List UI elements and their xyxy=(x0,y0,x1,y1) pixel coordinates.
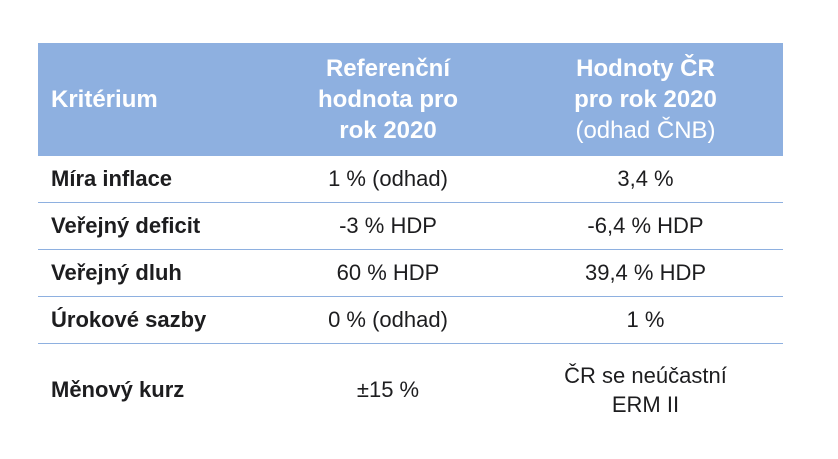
criterion-cell: Míra inflace xyxy=(51,166,173,191)
value-cell-line2: ERM II xyxy=(611,392,680,417)
header-criterion: Kritérium xyxy=(51,86,158,113)
criterion-cell: Úrokové sazby xyxy=(51,307,207,332)
table-row: Úrokové sazby 0 % (odhad) 1 % xyxy=(38,297,783,344)
header-reference: Referenční hodnota pro rok 2020 xyxy=(268,43,508,156)
table-row: Měnový kurz ±15 % ČR se neúčastní ERM II xyxy=(38,344,783,436)
header-cr-line2: pro rok 2020 xyxy=(574,86,717,113)
header-cr-values: Hodnoty ČR pro rok 2020 (odhad ČNB) xyxy=(508,43,783,156)
header-cr-line1: Hodnoty ČR xyxy=(576,55,715,82)
value-cell: -6,4 % HDP xyxy=(587,213,704,238)
reference-cell: -3 % HDP xyxy=(339,213,437,238)
header-reference-line2: hodnota pro xyxy=(318,86,458,113)
header-cr-line3: (odhad ČNB) xyxy=(575,117,716,144)
header-reference-line3: rok 2020 xyxy=(339,117,437,144)
reference-cell: 0 % (odhad) xyxy=(328,307,448,332)
table-header: Kritérium Referenční hodnota pro rok 202… xyxy=(38,43,783,156)
table-row: Veřejný dluh 60 % HDP 39,4 % HDP xyxy=(38,250,783,297)
criterion-cell: Měnový kurz xyxy=(51,377,185,402)
criterion-cell: Veřejný deficit xyxy=(51,213,201,238)
value-cell-line1: ČR se neúčastní xyxy=(564,363,727,388)
value-cell: 3,4 % xyxy=(617,166,674,191)
criteria-table: Kritérium Referenční hodnota pro rok 202… xyxy=(38,43,783,436)
value-cell: 1 % xyxy=(626,307,665,332)
table-row: Veřejný deficit -3 % HDP -6,4 % HDP xyxy=(38,203,783,250)
criterion-cell: Veřejný dluh xyxy=(51,260,182,285)
reference-cell: ±15 % xyxy=(356,377,420,402)
header-reference-line1: Referenční xyxy=(325,55,451,82)
reference-cell: 1 % (odhad) xyxy=(328,166,448,191)
value-cell: ČR se neúčastní ERM II xyxy=(508,344,783,436)
value-cell: 39,4 % HDP xyxy=(584,260,707,285)
table-row: Míra inflace 1 % (odhad) 3,4 % xyxy=(38,156,783,203)
reference-cell: 60 % HDP xyxy=(336,260,440,285)
